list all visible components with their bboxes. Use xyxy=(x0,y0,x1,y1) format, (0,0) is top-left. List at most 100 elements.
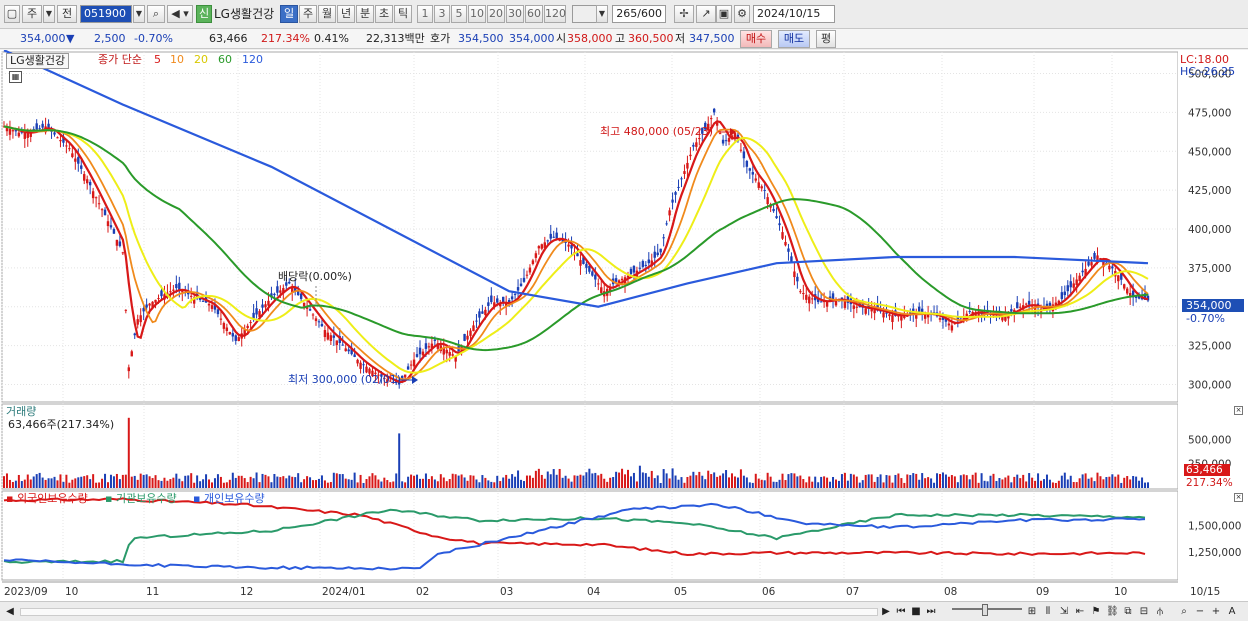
sound-icon[interactable]: ◀ ▾ xyxy=(167,5,193,23)
candle-body xyxy=(329,335,333,341)
period-tab-1[interactable]: 주 xyxy=(299,5,317,23)
scroll-left-icon[interactable]: ◀ xyxy=(6,606,14,617)
copy-icon[interactable]: ⧉ xyxy=(1124,606,1132,617)
volume-bar xyxy=(493,482,496,488)
sell-button[interactable]: 매도 xyxy=(778,30,810,48)
type-button[interactable]: 주 xyxy=(22,5,42,23)
link-icon[interactable]: ⛓ xyxy=(1106,606,1119,617)
holdings-legend-2[interactable]: ▪ 개인보유수량 xyxy=(193,492,265,505)
period-tab-4[interactable]: 분 xyxy=(356,5,374,23)
candle-body xyxy=(255,308,258,315)
volume-bar xyxy=(618,472,621,488)
volume-bar xyxy=(101,478,104,488)
stop-icon[interactable]: ■ xyxy=(911,606,921,617)
candle-body xyxy=(751,172,754,175)
volume-bar xyxy=(930,478,933,488)
draw-icon[interactable]: ↗ xyxy=(696,5,716,23)
period-tab-3[interactable]: 년 xyxy=(337,5,355,23)
bottom-toolbar: ◀ ▶ ⏮ ■ ⏭ ⊞ ⫴ ⇲ ⇤ ⚑ ⛓ ⧉ ⊟ ⫛ ⌕ − + A xyxy=(0,601,1248,621)
chevron-down-icon[interactable]: ▼ xyxy=(43,5,55,23)
volume-bar xyxy=(68,482,71,488)
zoom-out-icon[interactable]: − xyxy=(1195,606,1205,617)
minute-option-1[interactable]: 1 xyxy=(417,5,433,23)
minute-option-60[interactable]: 60 xyxy=(525,5,543,23)
last-icon[interactable]: ⏭ xyxy=(926,606,936,617)
font-icon[interactable]: A xyxy=(1228,606,1236,617)
candle-body xyxy=(445,349,448,354)
layout-icon[interactable]: ▢ xyxy=(4,5,20,23)
minute-dropdown-icon[interactable]: ▼ xyxy=(596,5,608,23)
volume-bar xyxy=(802,479,805,488)
minute-option-120[interactable]: 120 xyxy=(544,5,566,23)
volume-bar xyxy=(368,476,371,488)
minute-option-20[interactable]: 20 xyxy=(487,5,505,23)
crosshair-icon[interactable]: ✢ xyxy=(674,5,694,23)
stock-code-input[interactable]: 051900 xyxy=(80,5,132,23)
scrollbar-track[interactable] xyxy=(20,608,878,616)
volume-bar xyxy=(1060,475,1063,488)
candle-body xyxy=(11,130,15,132)
candle-body xyxy=(71,153,74,158)
candle-body xyxy=(145,304,148,308)
zoom-in-icon[interactable]: + xyxy=(1211,606,1221,617)
count-input[interactable]: 265/600 xyxy=(612,5,666,23)
grid-icon[interactable]: ⊟ xyxy=(1139,606,1149,617)
zoom-search-icon[interactable]: ⌕ xyxy=(1181,606,1187,617)
period-tab-0[interactable]: 일 xyxy=(280,5,298,23)
period-tab-5[interactable]: 초 xyxy=(375,5,393,23)
legend-stock-name[interactable]: LG생활건강 xyxy=(6,53,70,69)
price-tick-label: 500,000 xyxy=(1188,69,1231,81)
volume-bar xyxy=(918,479,921,488)
chart-type-icon[interactable]: ⫛ xyxy=(1157,606,1163,617)
bar-icon[interactable]: ⫴ xyxy=(1045,606,1051,617)
candle-body xyxy=(38,128,41,130)
volume-bar xyxy=(531,477,534,488)
price-tick-label: 300,000 xyxy=(1188,379,1231,391)
flag-icon[interactable]: ⚑ xyxy=(1091,606,1101,617)
align-icon[interactable]: ⇤ xyxy=(1075,606,1085,617)
save-icon[interactable]: ▣ xyxy=(716,5,732,23)
candle-body xyxy=(178,282,181,290)
volume-bar xyxy=(897,473,900,488)
first-icon[interactable]: ⏮ xyxy=(896,606,906,617)
chart-area[interactable]: 300,000325,000350,000375,000400,000425,0… xyxy=(0,49,1248,601)
candle-body xyxy=(103,209,107,216)
minute-option-3[interactable]: 3 xyxy=(434,5,450,23)
volume-bar xyxy=(662,469,665,488)
minute-option-5[interactable]: 5 xyxy=(451,5,467,23)
holdings-legend-1[interactable]: ▪ 기관보유수량 xyxy=(105,492,177,505)
candle-body xyxy=(371,370,374,377)
compare-icon[interactable]: ⊞ xyxy=(1027,606,1037,617)
period-tab-2[interactable]: 월 xyxy=(318,5,336,23)
volume-bar xyxy=(243,478,246,488)
period-tab-6[interactable]: 틱 xyxy=(394,5,412,23)
minute-option-30[interactable]: 30 xyxy=(506,5,524,23)
scroll-right-icon[interactable]: ▶ xyxy=(882,606,890,617)
gear-icon[interactable]: ⚙ xyxy=(734,5,750,23)
minute-option-10[interactable]: 10 xyxy=(468,5,486,23)
zoom-handle[interactable] xyxy=(982,604,988,616)
table-icon[interactable]: ▦ xyxy=(9,71,22,83)
candle-body xyxy=(763,189,766,191)
code-dropdown-icon[interactable]: ▼ xyxy=(133,5,145,23)
close-holdings-icon[interactable]: × xyxy=(1234,493,1243,502)
holdings-legend-0[interactable]: ▪ 외국인보유수량 xyxy=(6,492,88,505)
volume-bar xyxy=(891,482,894,488)
volume-bar xyxy=(540,474,543,488)
candle-body xyxy=(451,354,454,356)
lc-label: LC:18.00 xyxy=(1180,53,1230,66)
candle-body xyxy=(264,304,267,308)
candle-body xyxy=(600,287,603,293)
eval-button[interactable]: 평 xyxy=(816,30,836,48)
prev-button[interactable]: 전 xyxy=(57,5,77,23)
fit-icon[interactable]: ⇲ xyxy=(1059,606,1069,617)
buy-button[interactable]: 매수 xyxy=(740,30,772,48)
candle-body xyxy=(510,296,514,300)
date-input[interactable]: 2024/10/15 xyxy=(753,5,835,23)
volume-bar xyxy=(53,476,56,488)
candle-body xyxy=(1060,292,1064,299)
close-volume-icon[interactable]: × xyxy=(1234,406,1243,415)
search-icon[interactable]: ⌕ xyxy=(147,5,165,23)
volume-bar xyxy=(112,476,115,488)
candle-body xyxy=(504,303,508,306)
